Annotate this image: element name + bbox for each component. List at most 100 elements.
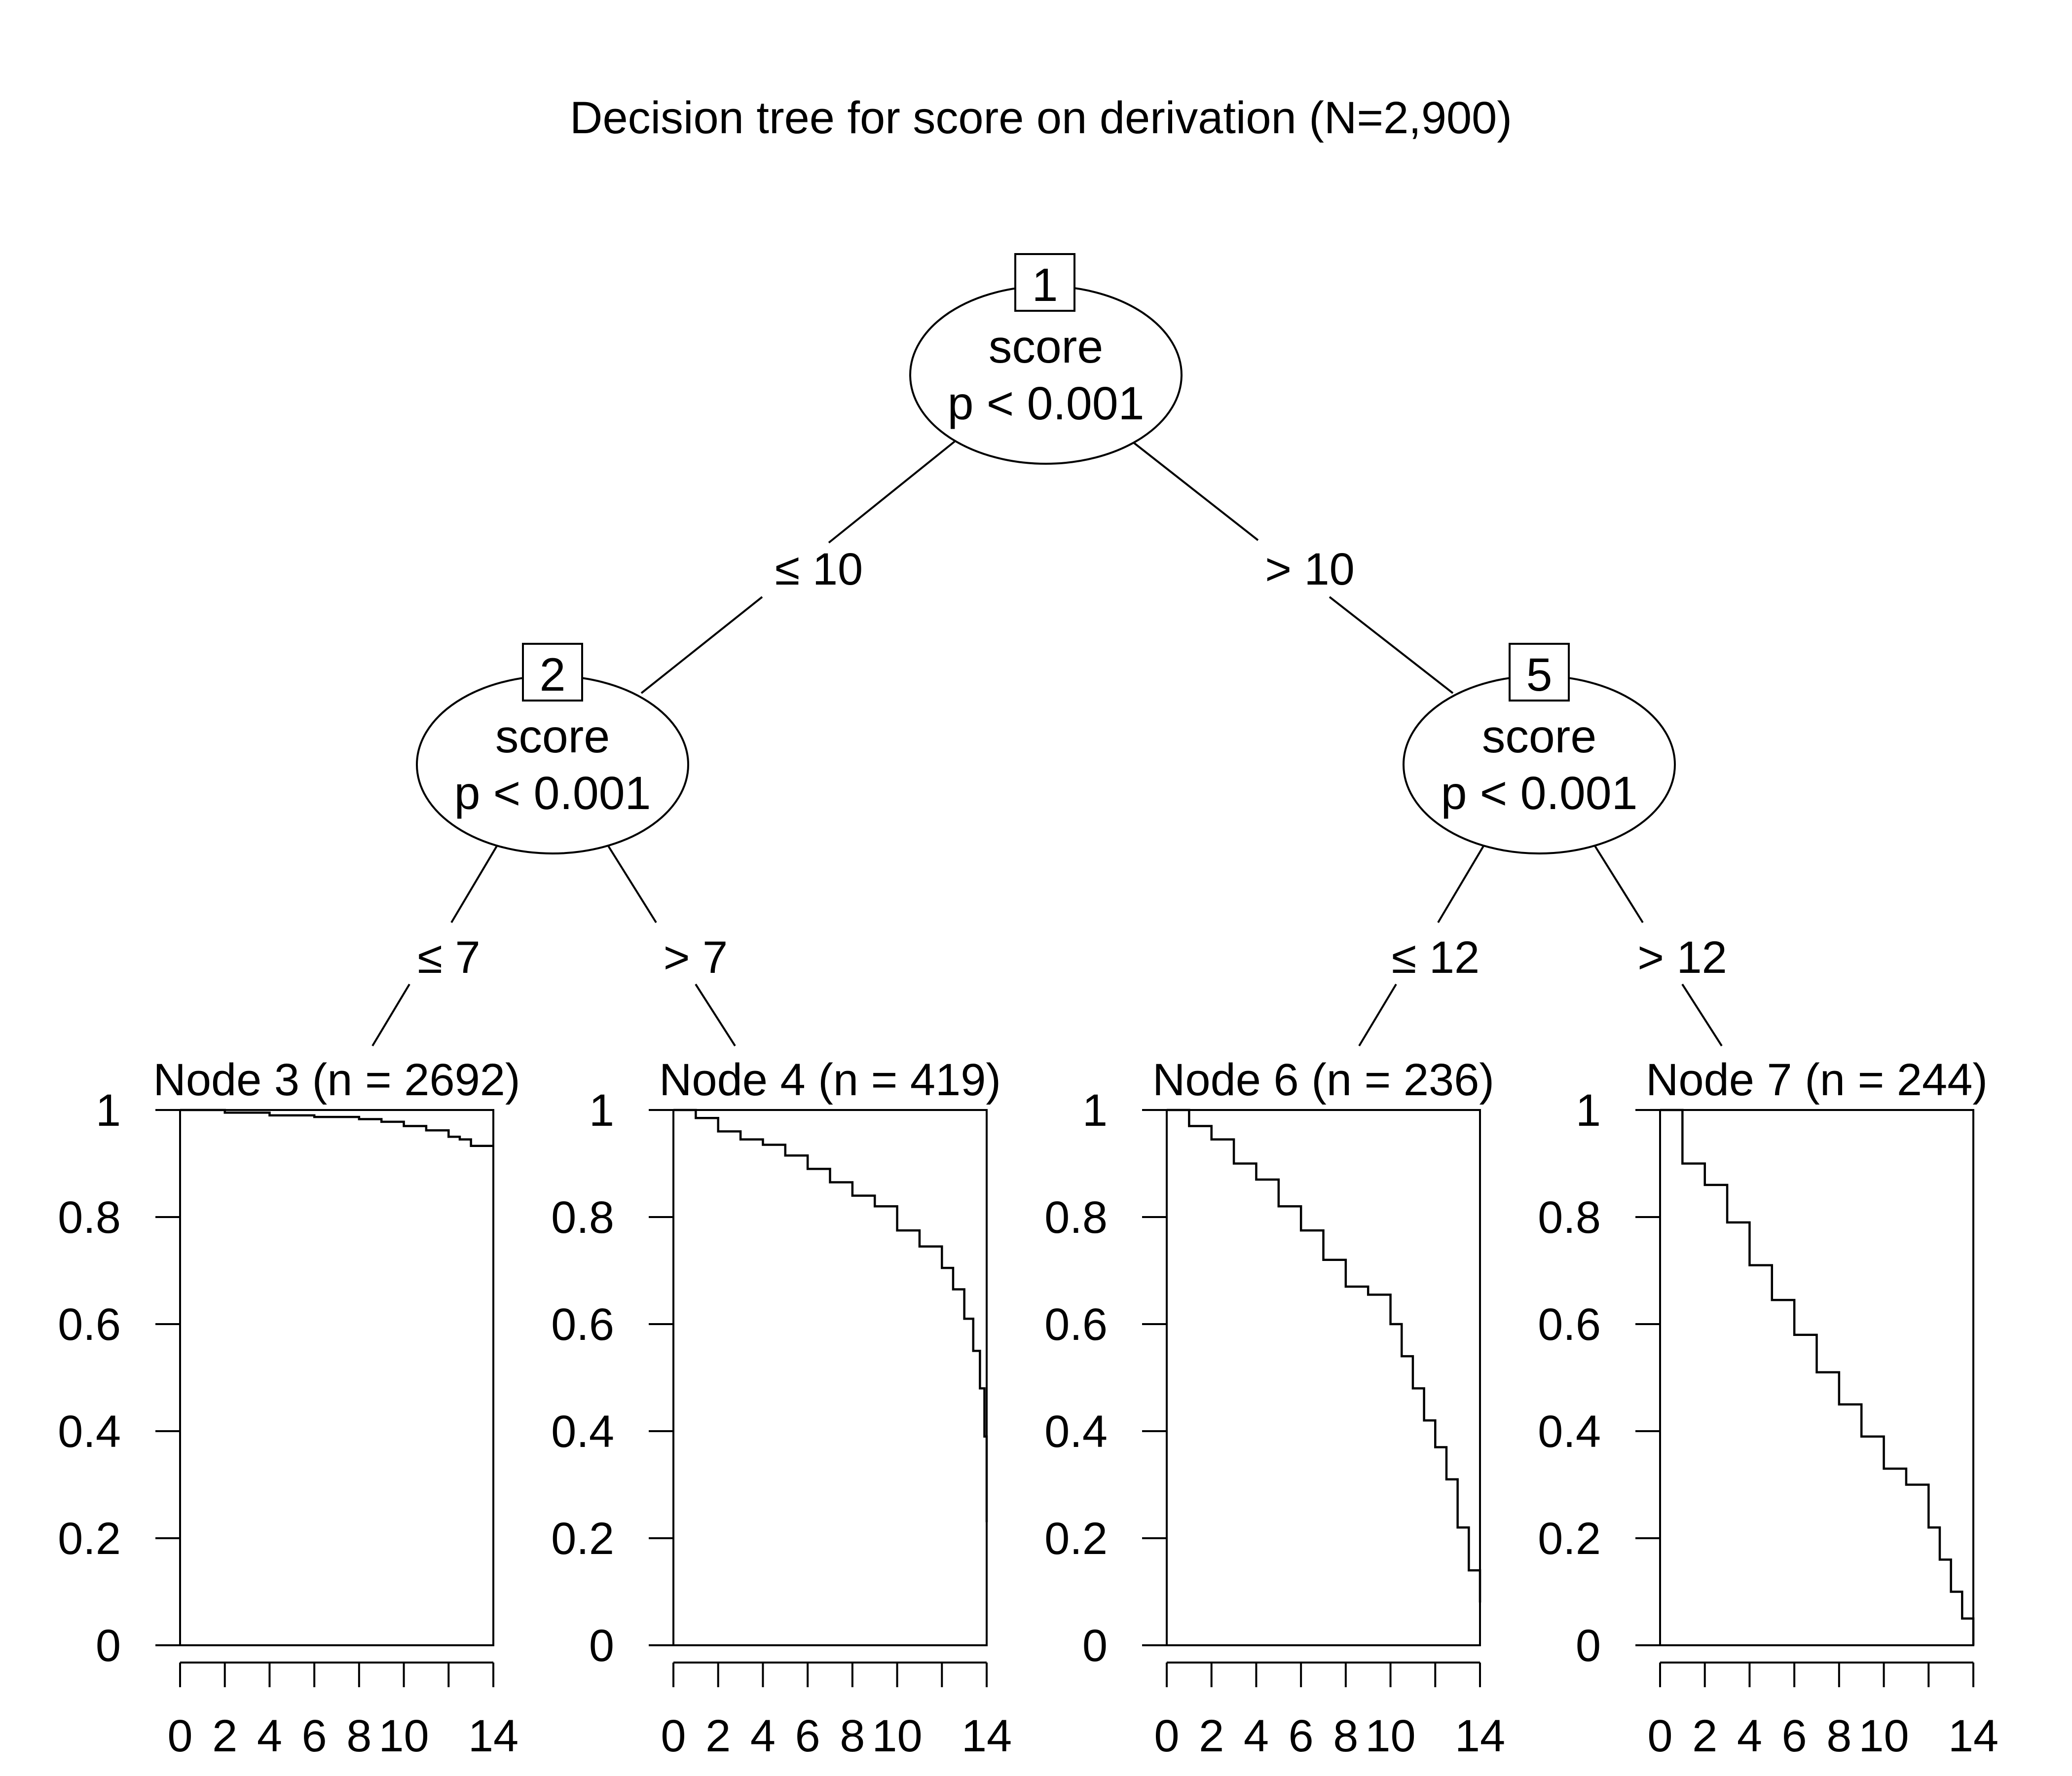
inner-node-1: 1 score p < 0.001 bbox=[909, 253, 1183, 465]
edge-5-7-lower bbox=[1681, 983, 1723, 1047]
node-5-variable: score bbox=[1482, 710, 1596, 763]
x-tick-label: 2 bbox=[1199, 1711, 1224, 1761]
edge-label-5-6: ≤ 12 bbox=[1392, 932, 1480, 983]
edge-1-5-lower bbox=[1329, 596, 1454, 694]
edge-2-3-upper bbox=[450, 843, 499, 924]
edge-1-2-upper bbox=[828, 441, 956, 544]
y-tick-label: 0.4 bbox=[1044, 1406, 1108, 1457]
survival-curve bbox=[1660, 1109, 1975, 1645]
node-2-variable: score bbox=[495, 710, 610, 763]
x-tick-label: 8 bbox=[346, 1711, 371, 1761]
x-tick-label: 0 bbox=[1647, 1711, 1672, 1761]
terminal-node-panels: Node 3 (n = 2692)00.20.40.60.810 2 4 6 8 10 14… bbox=[58, 1055, 1998, 1761]
x-tick-label: 6 bbox=[795, 1711, 820, 1761]
y-tick-label: 0.4 bbox=[58, 1406, 121, 1457]
panel-node-1: Node 3 (n = 2692)00.20.40.60.810 2 4 6 8 10 14 bbox=[58, 1055, 520, 1761]
edge-2-4-lower bbox=[695, 983, 736, 1047]
x-tick-label: 8 bbox=[840, 1711, 865, 1761]
y-tick-label: 0.6 bbox=[58, 1299, 121, 1350]
y-tick-label: 0.8 bbox=[551, 1192, 614, 1243]
x-tick-label: 10 bbox=[872, 1711, 922, 1761]
y-tick-label: 0.8 bbox=[1044, 1192, 1108, 1243]
x-tick-label: 4 bbox=[750, 1711, 776, 1761]
y-tick-label: 0.2 bbox=[1538, 1514, 1601, 1564]
x-tick-label: 4 bbox=[1244, 1711, 1269, 1761]
y-tick-label: 0.6 bbox=[1538, 1299, 1601, 1350]
chart-title: Decision tree for score on derivation (N… bbox=[570, 93, 1512, 143]
survival-curve bbox=[673, 1109, 988, 1522]
y-tick-label: 0 bbox=[96, 1621, 121, 1671]
x-tick-label: 6 bbox=[1289, 1711, 1314, 1761]
edge-5-6-lower bbox=[1358, 983, 1397, 1047]
panel-title: Node 7 (n = 244) bbox=[1646, 1055, 1988, 1105]
x-tick-label: 2 bbox=[1692, 1711, 1717, 1761]
node-2-p-value: p < 0.001 bbox=[454, 767, 651, 819]
panel-node-3: Node 6 (n = 236)00.20.40.60.810 2 4 6 8 10 14 bbox=[1044, 1055, 1505, 1761]
node-2-ellipse bbox=[416, 675, 689, 854]
y-tick-label: 0.8 bbox=[1538, 1192, 1601, 1243]
edge-labels: ≤ 10 > 10 ≤ 7 > 7 ≤ 12 > 12 bbox=[417, 544, 1727, 983]
x-tick-label: 0 bbox=[1154, 1711, 1179, 1761]
y-tick-label: 0.4 bbox=[1538, 1406, 1601, 1457]
y-tick-label: 1 bbox=[589, 1085, 614, 1136]
node-2-id: 2 bbox=[540, 649, 566, 701]
node-5-id-box bbox=[1509, 643, 1570, 702]
x-tick-label: 8 bbox=[1826, 1711, 1851, 1761]
x-tick-label: 10 bbox=[1365, 1711, 1415, 1761]
panel-frame bbox=[1659, 1109, 1974, 1646]
edge-1-2-lower bbox=[640, 596, 763, 694]
y-tick-label: 0.4 bbox=[551, 1406, 614, 1457]
x-tick-label: 0 bbox=[661, 1711, 686, 1761]
x-tick-label: 4 bbox=[1737, 1711, 1762, 1761]
edge-label-2-4: > 7 bbox=[664, 932, 728, 983]
inner-node-5: 5 score p < 0.001 bbox=[1403, 643, 1676, 854]
panel-title: Node 4 (n = 419) bbox=[659, 1055, 1001, 1105]
node-1-id: 1 bbox=[1032, 259, 1058, 311]
x-tick-label: 2 bbox=[212, 1711, 237, 1761]
y-tick-label: 0.6 bbox=[1044, 1299, 1108, 1350]
y-tick-label: 0 bbox=[1082, 1621, 1108, 1671]
x-tick-label: 6 bbox=[302, 1711, 327, 1761]
y-tick-label: 0 bbox=[1576, 1621, 1601, 1671]
node-1-id-box bbox=[1014, 253, 1075, 312]
x-tick-label: 10 bbox=[1858, 1711, 1909, 1761]
node-1-variable: score bbox=[989, 321, 1103, 373]
edge-label-1-5: > 10 bbox=[1265, 544, 1355, 594]
y-tick-label: 0.8 bbox=[58, 1192, 121, 1243]
inner-node-2: 2 score p < 0.001 bbox=[416, 643, 689, 854]
y-tick-label: 0 bbox=[589, 1621, 614, 1671]
panel-frame bbox=[1166, 1109, 1481, 1646]
x-tick-label: 8 bbox=[1333, 1711, 1358, 1761]
panel-title: Node 6 (n = 236) bbox=[1152, 1055, 1494, 1105]
x-tick-label: 4 bbox=[257, 1711, 282, 1761]
x-tick-label: 0 bbox=[167, 1711, 192, 1761]
x-tick-label: 14 bbox=[468, 1711, 518, 1761]
y-tick-label: 0.2 bbox=[1044, 1514, 1108, 1564]
edge-label-1-2: ≤ 10 bbox=[775, 544, 863, 594]
edge-5-7-upper bbox=[1592, 843, 1644, 924]
y-tick-label: 1 bbox=[1576, 1085, 1601, 1136]
edge-label-2-3: ≤ 7 bbox=[417, 932, 480, 983]
tree-edges bbox=[371, 441, 1723, 1047]
panel-node-4: Node 7 (n = 244)00.20.40.60.810 2 4 6 8 10 14 bbox=[1538, 1055, 1998, 1761]
node-5-p-value: p < 0.001 bbox=[1441, 767, 1638, 819]
node-5-ellipse bbox=[1403, 675, 1676, 854]
panel-title: Node 3 (n = 2692) bbox=[153, 1055, 520, 1105]
y-tick-label: 0.2 bbox=[551, 1514, 614, 1564]
node-1-ellipse bbox=[909, 285, 1183, 465]
x-tick-label: 2 bbox=[705, 1711, 731, 1761]
x-tick-label: 14 bbox=[1948, 1711, 1998, 1761]
edge-1-5-upper bbox=[1131, 441, 1259, 541]
edge-label-5-7: > 12 bbox=[1637, 932, 1727, 983]
x-tick-label: 14 bbox=[1455, 1711, 1505, 1761]
edge-2-4-upper bbox=[606, 843, 657, 924]
node-5-id: 5 bbox=[1526, 649, 1553, 701]
y-tick-label: 1 bbox=[1082, 1085, 1108, 1136]
y-tick-label: 1 bbox=[96, 1085, 121, 1136]
edge-5-6-upper bbox=[1437, 843, 1486, 924]
x-tick-label: 6 bbox=[1782, 1711, 1807, 1761]
x-tick-label: 14 bbox=[962, 1711, 1012, 1761]
panel-node-2: Node 4 (n = 419)00.20.40.60.810 2 4 6 8 10 14 bbox=[551, 1055, 1012, 1761]
y-tick-label: 0.2 bbox=[58, 1514, 121, 1564]
